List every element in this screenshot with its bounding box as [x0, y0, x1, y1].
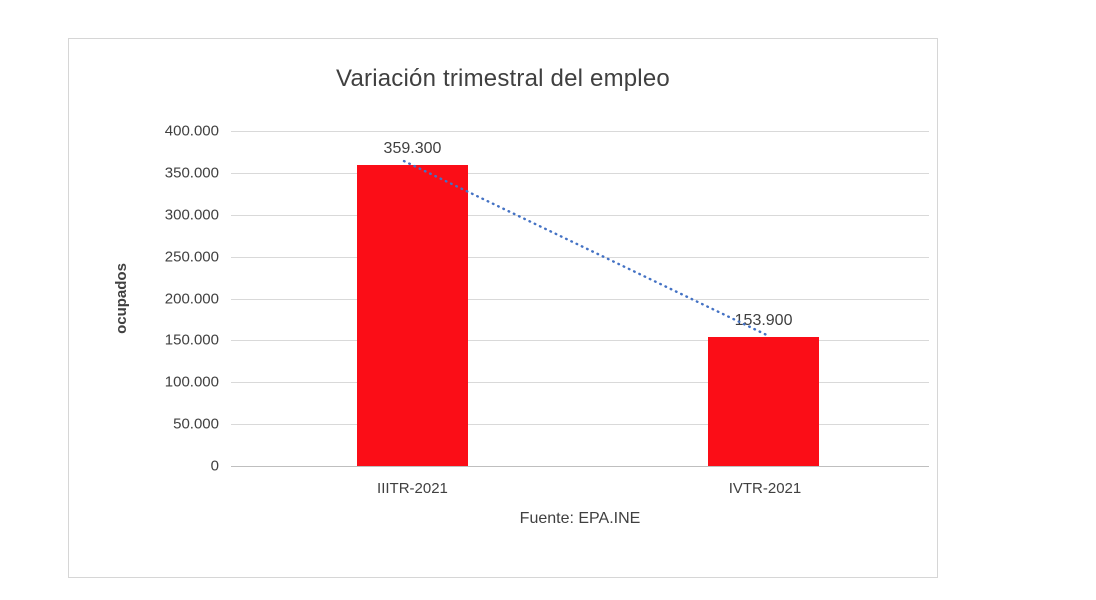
- gridline: [231, 131, 929, 132]
- y-tick-label: 100.000: [164, 373, 219, 391]
- bar-iiitr-2021: 359.300: [357, 140, 468, 466]
- x-axis-line: [231, 466, 929, 467]
- bar-fill: [708, 337, 819, 466]
- bar-ivtr-2021: 153.900: [708, 312, 819, 466]
- gridline: [231, 382, 929, 384]
- y-tick-label: 150.000: [164, 331, 219, 349]
- gridline: [231, 340, 929, 342]
- gridline: [231, 298, 929, 300]
- bar-value-label: 153.900: [734, 312, 793, 330]
- gridline: [231, 214, 929, 216]
- x-tick-label: IIITR-2021: [377, 480, 448, 497]
- y-tick-label: 300.000: [164, 206, 219, 224]
- y-tick-label: 50.000: [173, 415, 219, 433]
- gridline: [231, 256, 929, 258]
- gridline: [231, 172, 929, 174]
- bar-fill: [357, 165, 468, 466]
- y-tick-label: 0: [210, 457, 219, 475]
- y-tick-label: 200.000: [164, 290, 219, 307]
- y-axis-ticks: 400.000 350.000 300.000 250.000 200.000 …: [119, 123, 219, 475]
- y-tick-label: 350.000: [164, 164, 219, 182]
- plot-area: 359.300 153.900 IIITR-2021 IVTR-2021 Fue…: [231, 131, 929, 527]
- chart-frame: Variación trimestral del empleo ocupados…: [68, 38, 938, 578]
- chart-title: Variación trimestral del empleo: [336, 65, 670, 92]
- source-caption: Fuente: EPA.INE: [519, 510, 641, 527]
- x-tick-label: IVTR-2021: [728, 480, 802, 497]
- y-tick-label: 250.000: [164, 248, 219, 266]
- y-tick-label: 400.000: [164, 122, 219, 140]
- gridline: [231, 424, 929, 426]
- bar-value-label: 359.300: [383, 140, 442, 158]
